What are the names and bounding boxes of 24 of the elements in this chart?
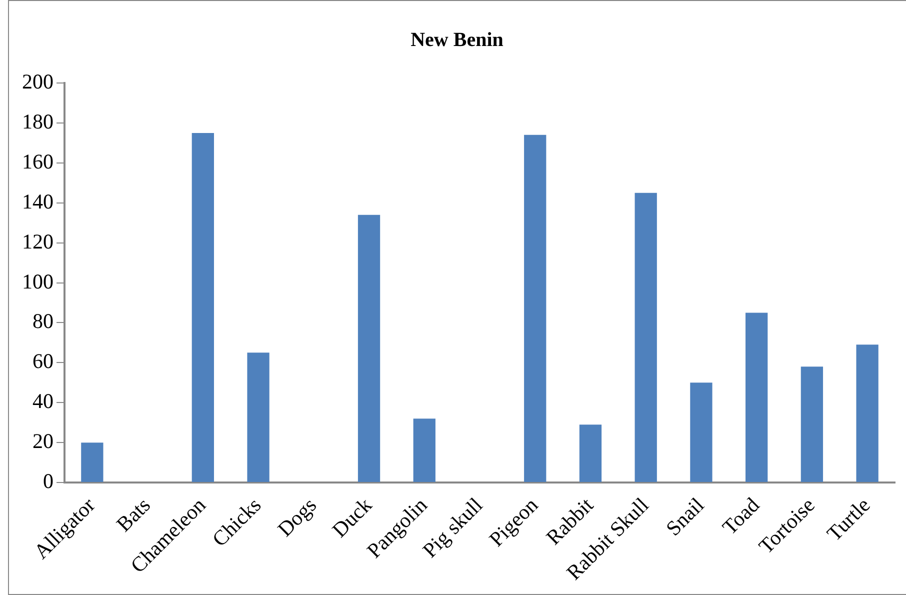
y-tick-label: 20 <box>32 429 54 454</box>
y-tick-label: 180 <box>22 109 54 134</box>
bar <box>634 192 657 482</box>
bar <box>579 424 602 482</box>
bar <box>690 382 712 482</box>
y-tick-label: 200 <box>22 70 54 94</box>
bar <box>746 312 768 482</box>
bar <box>413 418 436 482</box>
bar <box>524 134 546 482</box>
y-tick-label: 60 <box>32 349 54 374</box>
y-tick-label: 0 <box>43 469 54 494</box>
y-tick-label: 140 <box>22 189 54 214</box>
chart-title: New Benin <box>410 29 504 52</box>
bar <box>192 132 214 482</box>
bar <box>247 352 270 482</box>
bar <box>81 442 104 482</box>
bar <box>800 366 824 482</box>
y-tick-label: 100 <box>22 269 54 294</box>
y-tick-label: 80 <box>32 309 54 334</box>
y-tick-label: 40 <box>32 389 54 414</box>
y-tick-label: 160 <box>22 149 54 174</box>
bar <box>856 344 878 482</box>
y-tick-label: 120 <box>22 229 54 254</box>
bar <box>358 214 380 482</box>
